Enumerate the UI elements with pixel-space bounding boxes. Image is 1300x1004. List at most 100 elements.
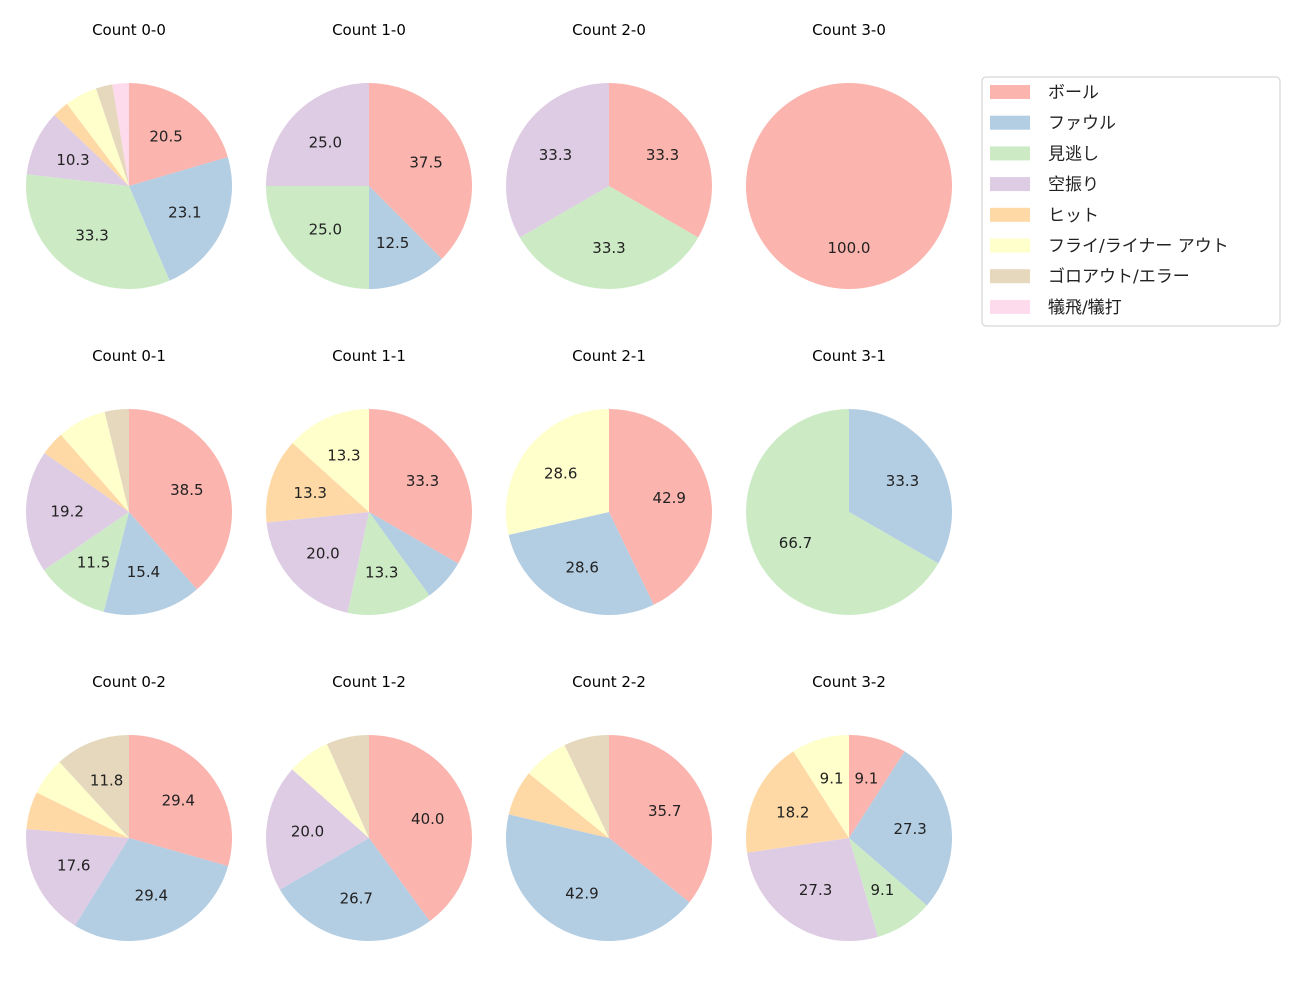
pie-slice — [793, 735, 849, 838]
pie-slice — [26, 828, 130, 926]
pie-slice — [103, 512, 197, 615]
slice-label: 33.3 — [592, 239, 625, 257]
pie-slice — [508, 773, 609, 838]
legend-swatch — [990, 238, 1030, 253]
legend-swatch — [990, 85, 1030, 99]
slice-label: 33.3 — [886, 472, 919, 490]
pie-slice — [746, 83, 952, 289]
pie-slice — [564, 735, 609, 838]
pie-slice — [506, 814, 690, 942]
legend-label: ボール — [1048, 83, 1099, 103]
pie-slice — [292, 409, 369, 512]
pie-slice — [74, 838, 229, 941]
slice-label: 13.3 — [365, 563, 398, 581]
pie-slice — [609, 83, 712, 238]
slice-label: 37.5 — [409, 153, 442, 171]
pie-slice — [369, 186, 442, 289]
pie-slice — [66, 88, 129, 186]
legend-label: フライ/ライナー アウト — [1048, 237, 1229, 257]
legend-box — [981, 76, 1281, 327]
pie-chart: Count 3-2 9.1 27.3 9.1 27.3 18.2 9.1 — [746, 673, 953, 941]
pie-slice — [26, 174, 170, 289]
pie-title: Count 2-0 — [572, 21, 646, 39]
slice-label: 23.1 — [168, 203, 201, 221]
slice-label: 26.7 — [340, 889, 373, 907]
slice-label: 42.9 — [565, 885, 598, 903]
pie-title: Count 0-0 — [92, 21, 166, 39]
legend-label: 見逃し — [1048, 144, 1099, 164]
pie-chart: Count 1-0 37.5 12.5 25.0 25.0 — [266, 21, 472, 289]
pie-slice — [129, 409, 233, 590]
legend-swatch — [990, 146, 1030, 161]
pie-slice — [746, 751, 849, 853]
slice-label: 66.7 — [779, 534, 812, 552]
pie-slice — [112, 83, 129, 186]
legend-label: ヒット — [1048, 206, 1099, 226]
pie-slice — [60, 411, 130, 512]
slice-label: 33.3 — [75, 227, 108, 245]
slice-label: 19.2 — [50, 503, 83, 521]
legend-label: ゴロアウト/エラー — [1048, 266, 1190, 287]
pie-title: Count 0-2 — [92, 673, 166, 691]
pie-slice — [506, 83, 609, 238]
pie-slice — [849, 838, 927, 937]
legend-label: ファウル — [1048, 114, 1116, 134]
pie-slice — [528, 745, 609, 838]
pie-chart: Count 1-1 33.3 13.3 20.0 13.3 13.3 — [266, 347, 472, 615]
slice-label: 33.3 — [539, 146, 572, 164]
slice-label: 18.2 — [776, 803, 809, 821]
pie-chart: Count 1-2 40.0 26.7 20.0 — [266, 673, 472, 941]
legend-label: 空振り — [1048, 175, 1099, 195]
pie-slice — [43, 512, 129, 612]
slice-label: 15.4 — [127, 563, 160, 581]
pie-slice — [326, 735, 369, 838]
pie-title: Count 3-2 — [812, 673, 886, 691]
pie-title: Count 1-2 — [332, 673, 406, 691]
legend-label: 犠飛/犠打 — [1048, 298, 1122, 318]
pie-slice — [849, 735, 905, 838]
pie-title: Count 3-0 — [812, 21, 886, 39]
slice-label: 38.5 — [170, 481, 203, 499]
pie-slice — [505, 409, 609, 535]
slice-label: 20.5 — [149, 128, 182, 146]
legend-swatch — [990, 299, 1030, 314]
pie-slice — [54, 103, 129, 186]
pie-slice — [279, 838, 430, 941]
pie-chart: Count 0-0 20.5 23.1 33.3 10.3 — [26, 21, 232, 289]
pie-title: Count 2-1 — [572, 347, 646, 365]
pie-slice — [347, 512, 430, 615]
pie-slice — [369, 409, 472, 564]
slice-label: 13.3 — [294, 484, 327, 502]
slice-label: 10.3 — [56, 151, 89, 169]
slice-label: 25.0 — [309, 221, 342, 239]
legend-swatch — [990, 207, 1030, 222]
pie-chart: Count 2-1 42.9 28.6 28.6 — [505, 347, 713, 615]
legend-swatch — [990, 177, 1030, 192]
slice-label: 9.1 — [870, 881, 894, 899]
pie-slice — [129, 83, 228, 186]
pie-slice — [26, 114, 129, 186]
pie-slice — [609, 735, 712, 903]
pie-slice — [266, 769, 369, 890]
slice-label: 29.4 — [135, 887, 168, 905]
pie-chart: Count 3-0 100.0 — [746, 21, 952, 289]
pie-slice — [26, 453, 129, 571]
pie-slice — [266, 442, 369, 523]
slice-label: 28.6 — [565, 559, 598, 577]
legend-swatch — [990, 269, 1030, 284]
pie-slice — [95, 84, 129, 186]
pie-slice — [369, 83, 472, 259]
pie-chart: Count 0-2 29.4 29.4 17.6 11.8 — [26, 673, 233, 941]
pie-slice — [129, 735, 233, 867]
slice-label: 12.5 — [376, 234, 409, 252]
pie-title: Count 0-1 — [92, 347, 166, 365]
pie-slice — [36, 762, 129, 838]
slice-label: 29.4 — [162, 792, 195, 810]
pie-slice — [849, 409, 953, 564]
slice-label: 13.3 — [327, 447, 360, 465]
pie-title: Count 1-1 — [332, 347, 406, 365]
slice-label: 40.0 — [411, 810, 444, 828]
pie-title: Count 3-1 — [812, 347, 886, 365]
